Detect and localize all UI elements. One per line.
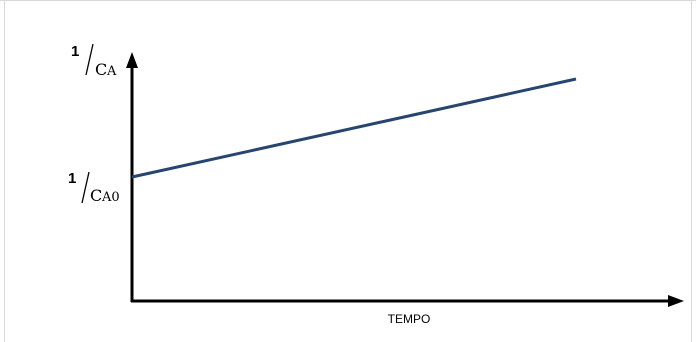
y-intercept-label: 1 C A0 [68, 170, 120, 205]
y-intercept-label-subscript: A0 [101, 190, 120, 205]
y-intercept-label-slash [81, 171, 90, 204]
y-axis-label-symbol: C [95, 60, 107, 79]
y-axis-label-subscript: A [106, 64, 117, 79]
y-axis-label-numerator: 1 [71, 43, 79, 60]
y-intercept-label-symbol: C [90, 186, 102, 205]
x-axis-arrowhead [668, 295, 684, 307]
y-intercept-label-numerator: 1 [68, 170, 76, 187]
y-axis-label-slash [85, 43, 94, 76]
y-axis-label: 1 C A [71, 43, 117, 79]
x-axis-label: TEMPO [388, 312, 431, 326]
series-line [131, 77, 577, 179]
y-axis-arrowhead [126, 52, 138, 68]
